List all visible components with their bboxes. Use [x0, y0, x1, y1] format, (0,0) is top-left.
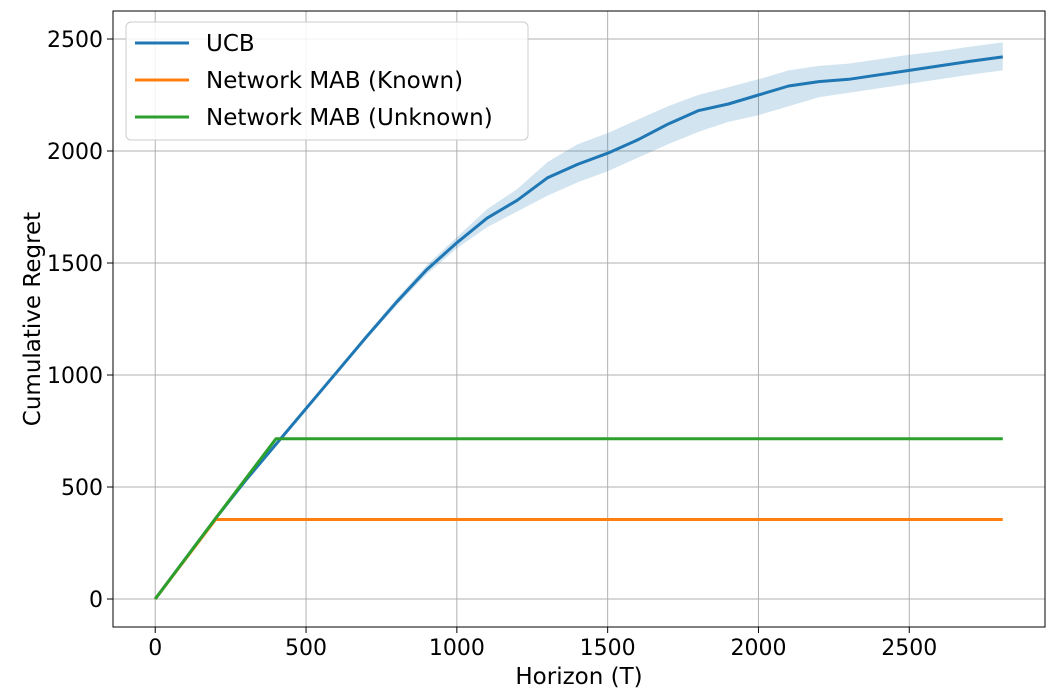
- x-tick-label-1: 500: [285, 636, 327, 661]
- series-lines: [153, 55, 1004, 600]
- series-line-2: [153, 437, 1003, 600]
- confidence-band-0: [155, 42, 1003, 599]
- x-tick-label-0: 0: [148, 636, 162, 661]
- y-axis-ticks: 0 500 1000 1500 2000 2500: [47, 28, 113, 613]
- series-line-1: [154, 518, 1003, 600]
- legend-label-1: Network MAB (Known): [206, 68, 463, 94]
- y-axis-label: Cumulative Regret: [20, 212, 46, 426]
- x-tick-label-5: 2500: [881, 636, 937, 661]
- y-tick-label-0: 0: [89, 588, 103, 613]
- x-axis-label: Horizon (T): [515, 664, 642, 690]
- x-axis-ticks: 0 500 1000 1500 2000 2500: [148, 627, 937, 661]
- confidence-band: [155, 42, 1003, 599]
- legend-box: [125, 21, 529, 141]
- y-tick-label-1: 500: [61, 476, 103, 501]
- y-tick-label-4: 2000: [47, 140, 103, 165]
- plot-frame: [112, 10, 1046, 628]
- legend-label-2: Network MAB (Unknown): [206, 105, 493, 131]
- legend: UCB Network MAB (Known) Network MAB (Unkno…: [125, 21, 529, 141]
- x-tick-label-4: 2000: [730, 636, 786, 661]
- y-tick-label-5: 2500: [47, 28, 103, 53]
- series-line-0: [153, 55, 1004, 600]
- y-tick-label-2: 1000: [47, 364, 103, 389]
- legend-label-0: UCB: [206, 31, 255, 57]
- x-tick-label-2: 1000: [429, 636, 485, 661]
- x-tick-label-3: 1500: [580, 636, 636, 661]
- y-tick-label-3: 1500: [47, 252, 103, 277]
